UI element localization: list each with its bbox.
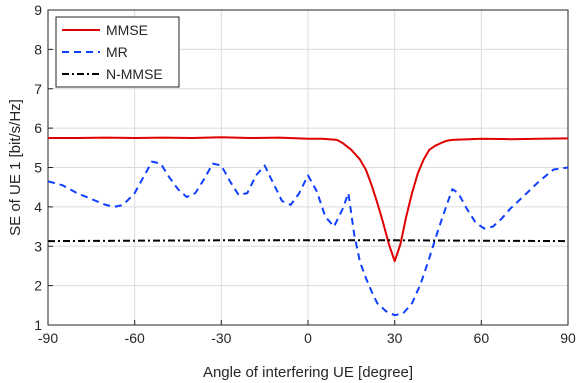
y-tick-label: 3 [34,238,42,254]
legend: MMSE MR N-MMSE [55,16,180,88]
x-tick-label: 90 [560,330,576,346]
x-tick-label: -90 [38,330,58,346]
y-axis: 1 2 3 4 5 6 7 8 9 [34,2,53,333]
x-axis-label: Angle of interfering UE [degree] [203,364,413,381]
x-tick-label: 30 [387,330,403,346]
y-tick-label: 6 [34,120,42,136]
series-line-n-mmse [47,239,569,243]
series-layer [47,136,569,317]
x-axis: -90 -60 -30 0 30 60 90 [38,320,576,346]
y-axis-label: SE of UE 1 [bit/s/Hz] [7,99,24,236]
legend-label: MR [106,44,128,60]
y-tick-label: 9 [34,2,42,18]
y-tick-label: 1 [34,317,42,333]
grid-lines [47,9,569,326]
x-tick-label: -30 [211,330,231,346]
y-tick-label: 2 [34,278,42,294]
x-tick-label: 0 [304,330,312,346]
legend-label: MMSE [106,22,148,38]
y-tick-label: 5 [34,160,42,176]
legend-label: N-MMSE [106,66,163,82]
x-tick-label: 60 [474,330,490,346]
y-tick-label: 4 [34,199,42,215]
y-tick-label: 7 [34,81,42,97]
x-tick-label: -60 [125,330,145,346]
series-line-mr [47,160,569,317]
y-tick-label: 8 [34,41,42,57]
series-line-mmse [48,136,569,263]
